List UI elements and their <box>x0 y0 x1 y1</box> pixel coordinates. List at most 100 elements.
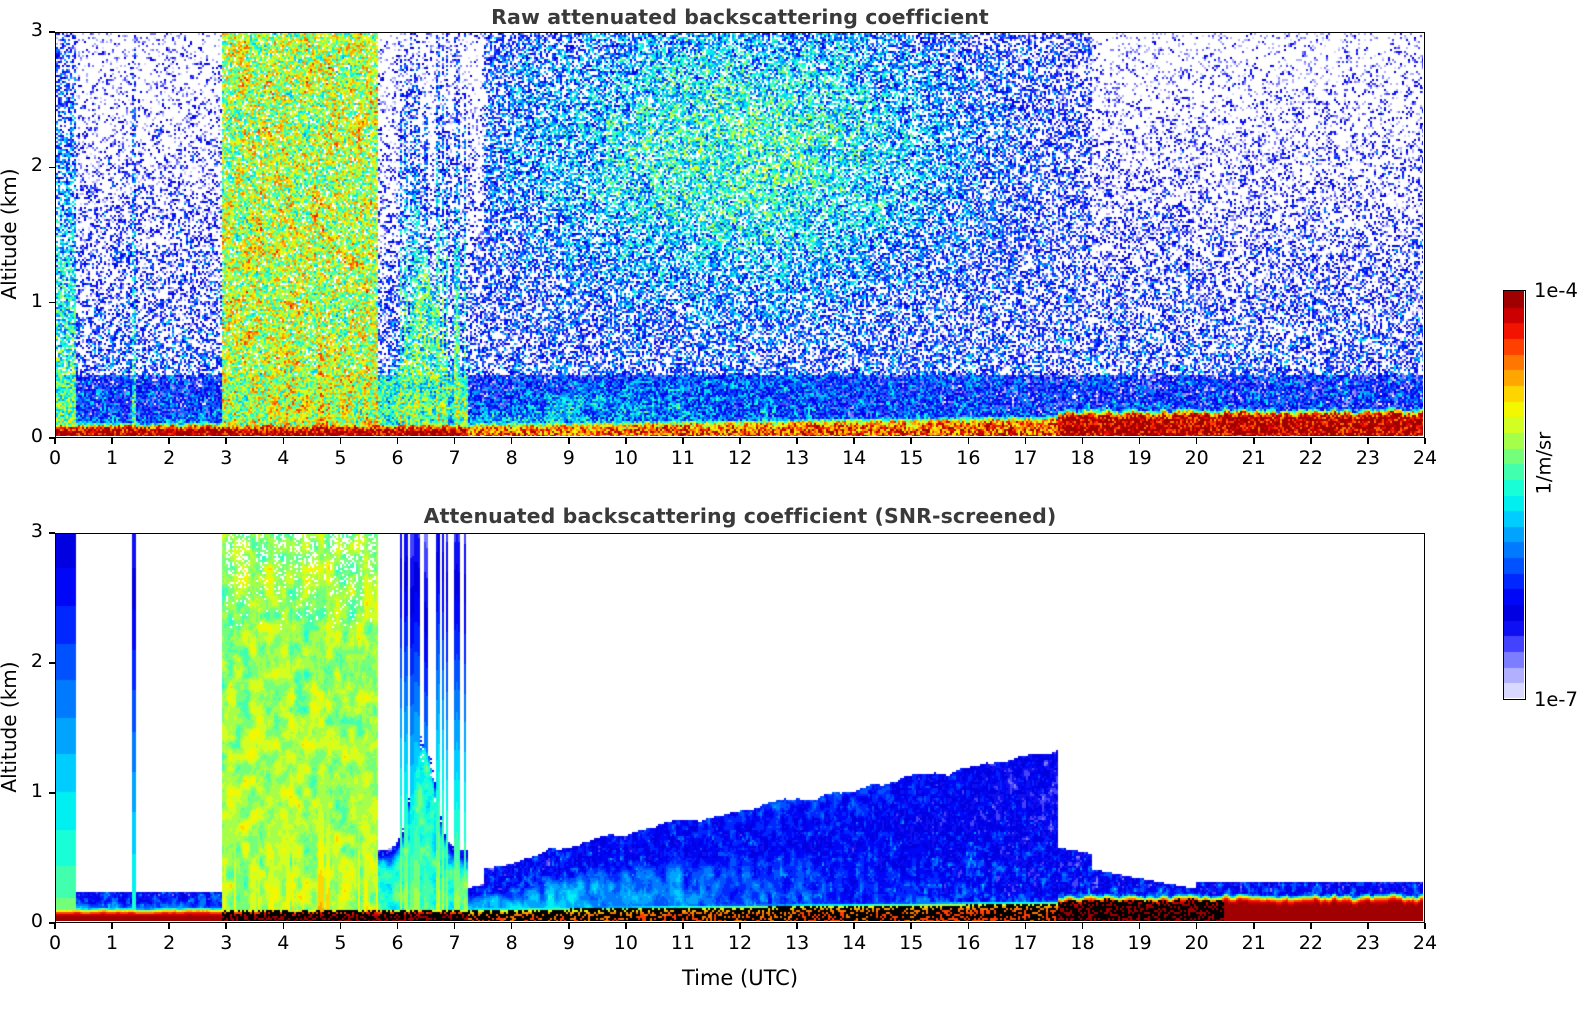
plot-area-screened[interactable] <box>55 533 1425 923</box>
x-tick-label: 13 <box>784 447 810 469</box>
x-tick-label: 18 <box>1070 447 1095 469</box>
x-tick-mark <box>796 438 798 444</box>
x-tick-mark <box>282 438 285 444</box>
y-tick-label: 0 <box>30 910 43 932</box>
x-tick-label: 14 <box>842 932 867 954</box>
x-tick-label: 23 <box>1355 447 1380 469</box>
x-tick-mark <box>54 923 56 929</box>
x-tick-label: 21 <box>1241 447 1266 469</box>
y-tick-label: 2 <box>30 650 43 672</box>
x-tick-mark <box>853 438 855 444</box>
y-tick-label: 1 <box>30 289 43 312</box>
x-tick-mark <box>1081 923 1084 929</box>
y-tick-label: 3 <box>30 19 43 41</box>
x-tick-mark <box>510 438 513 444</box>
x-tick-mark <box>168 438 170 444</box>
x-tick-label: 24 <box>1412 932 1438 954</box>
x-tick-mark <box>1195 438 1198 444</box>
x-tick-label: 24 <box>1412 447 1438 469</box>
x-tick-mark <box>625 438 627 444</box>
x-tick-mark <box>1138 438 1141 444</box>
x-tick-label: 20 <box>1184 932 1209 954</box>
y-tick-label: 1 <box>30 780 43 802</box>
x-tick-mark <box>396 438 399 444</box>
x-tick-mark <box>396 923 399 929</box>
x-tick-label: 11 <box>670 447 695 469</box>
colorbar-max-label: 1e-4 <box>1534 279 1578 302</box>
x-tick-label: 1 <box>106 932 119 954</box>
x-tick-mark <box>1081 438 1084 444</box>
x-tick-mark <box>739 923 741 929</box>
y-tick-mark <box>49 31 55 33</box>
x-tick-label: 10 <box>613 932 638 954</box>
plot-area-raw[interactable] <box>55 32 1425 438</box>
x-tick-label: 10 <box>613 447 638 469</box>
x-tick-mark <box>1252 923 1255 929</box>
x-tick-mark <box>282 923 285 929</box>
x-tick-label: 8 <box>505 447 518 469</box>
x-tick-label: 12 <box>727 932 753 954</box>
x-tick-label: 17 <box>1013 932 1038 954</box>
x-tick-mark <box>1310 438 1312 444</box>
x-tick-mark <box>1310 923 1312 929</box>
x-tick-mark <box>1024 923 1027 929</box>
x-tick-mark <box>1367 438 1369 444</box>
x-tick-label: 1 <box>106 447 119 469</box>
y-tick-mark <box>49 922 55 924</box>
y-tick-label: 2 <box>30 154 43 177</box>
x-tick-label: 11 <box>670 932 695 954</box>
x-tick-label: 20 <box>1184 447 1209 469</box>
x-tick-label: 5 <box>334 447 347 469</box>
panel-title-screened: Attenuated backscattering coefficient (S… <box>423 504 1057 528</box>
y-tick-mark <box>49 437 55 439</box>
x-tick-mark <box>796 923 798 929</box>
x-tick-label: 22 <box>1298 932 1323 954</box>
x-tick-label: 7 <box>448 932 461 954</box>
x-tick-label: 16 <box>956 447 981 469</box>
x-tick-mark <box>910 438 913 444</box>
x-tick-label: 23 <box>1355 932 1380 954</box>
x-tick-mark <box>1424 923 1426 929</box>
x-tick-mark <box>682 923 684 929</box>
x-tick-label: 19 <box>1127 932 1152 954</box>
y-tick-mark <box>49 792 55 794</box>
x-axis-label: Time (UTC) <box>681 966 799 990</box>
x-tick-mark <box>168 923 170 929</box>
x-tick-mark <box>1252 438 1255 444</box>
x-tick-label: 6 <box>391 447 404 469</box>
x-tick-label: 7 <box>448 447 461 469</box>
x-tick-label: 2 <box>163 447 176 469</box>
x-tick-label: 19 <box>1127 447 1152 469</box>
colorbar[interactable] <box>1503 290 1526 700</box>
x-tick-label: 0 <box>48 447 62 469</box>
x-tick-mark <box>453 438 456 444</box>
y-axis-label-top: Altitude (km) <box>0 168 21 300</box>
x-tick-mark <box>510 923 513 929</box>
y-tick-mark <box>49 166 55 169</box>
x-tick-label: 14 <box>842 447 867 469</box>
x-tick-mark <box>111 923 113 929</box>
x-tick-mark <box>739 438 741 444</box>
x-tick-label: 9 <box>562 932 575 954</box>
x-tick-label: 21 <box>1241 932 1266 954</box>
x-tick-label: 3 <box>220 447 233 469</box>
x-tick-mark <box>910 923 913 929</box>
x-tick-mark <box>625 923 627 929</box>
x-tick-mark <box>567 438 570 444</box>
x-tick-label: 16 <box>956 932 981 954</box>
x-tick-mark <box>853 923 855 929</box>
x-tick-label: 18 <box>1070 932 1095 954</box>
x-tick-mark <box>567 923 570 929</box>
x-tick-label: 13 <box>784 932 810 954</box>
x-tick-mark <box>1138 923 1141 929</box>
x-tick-mark <box>225 923 228 929</box>
x-tick-mark <box>967 438 970 444</box>
x-tick-label: 4 <box>277 447 290 469</box>
x-tick-mark <box>453 923 456 929</box>
y-tick-mark <box>49 662 55 664</box>
x-tick-label: 15 <box>899 932 924 954</box>
colorbar-min-label: 1e-7 <box>1534 688 1578 711</box>
x-tick-label: 15 <box>899 447 924 469</box>
x-tick-label: 0 <box>48 932 62 954</box>
